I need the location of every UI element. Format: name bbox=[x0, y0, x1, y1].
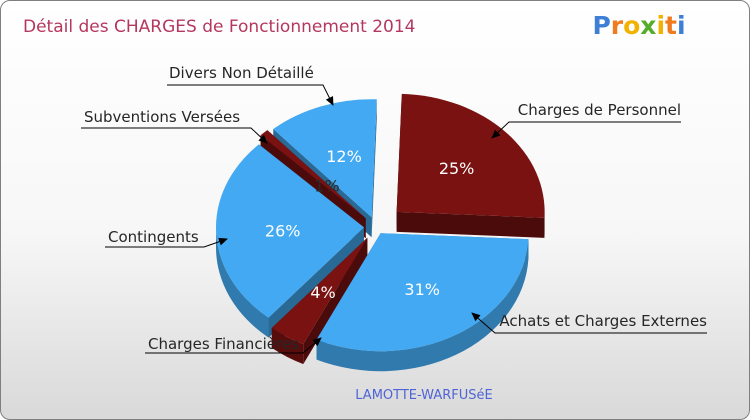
pie-leader-line-charges-de-personnel bbox=[491, 121, 681, 139]
logo-letter-5: i bbox=[656, 11, 665, 40]
pie-leader-line-achats-et-charges-externes bbox=[471, 312, 707, 334]
pie-value-label-charges-financieres: 4% bbox=[310, 283, 335, 302]
chart-title: Détail des CHARGES de Fonctionnement 201… bbox=[23, 17, 415, 37]
pie-slice-edge bbox=[396, 211, 545, 238]
pie-category-label-charges-financieres: Charges Financières bbox=[148, 335, 299, 353]
logo-letter-1: P bbox=[592, 11, 610, 40]
pie-slice-top bbox=[316, 233, 529, 352]
logo-letter-2: r bbox=[611, 11, 624, 40]
pie-category-label-subventions-versees: Subventions Versées bbox=[84, 108, 240, 126]
pie-slice-edge bbox=[371, 99, 377, 238]
pie-slice-side bbox=[271, 327, 304, 365]
pie-slice-achats-et-charges-externes bbox=[316, 233, 529, 372]
pie-slice-side bbox=[216, 227, 269, 338]
pie-category-label-achats-et-charges-externes: Achats et Charges Externes bbox=[499, 312, 707, 330]
pie-leader-line-contingents bbox=[105, 237, 228, 248]
proxiti-logo: Proxiti bbox=[592, 11, 685, 40]
chart-subtitle: LAMOTTE-WARFUSéE bbox=[355, 388, 492, 403]
logo-letter-6: t bbox=[665, 11, 677, 40]
pie-value-label-contingents: 26% bbox=[265, 221, 301, 240]
pie-value-label-achats-et-charges-externes: 31% bbox=[404, 280, 440, 299]
pie-value-label-divers-non-detaille: 12% bbox=[326, 147, 362, 166]
pie-slice-top bbox=[216, 144, 365, 318]
pie-slice-top bbox=[396, 93, 545, 218]
pie-value-label-charges-de-personnel: 25% bbox=[439, 159, 475, 178]
pie-slice-charges-financieres bbox=[271, 237, 368, 365]
pie-leader-line-divers-non-detaille bbox=[167, 84, 334, 106]
pie-slice-charges-de-personnel bbox=[396, 93, 545, 238]
pie-value-label-subventions-versees: 1% bbox=[314, 177, 339, 196]
logo-letter-4: x bbox=[640, 11, 656, 40]
pie-slices bbox=[216, 93, 545, 372]
pie-slice-top bbox=[271, 237, 368, 345]
pie-leader-line-charges-financieres bbox=[145, 337, 322, 354]
pie-slice-top bbox=[260, 130, 366, 219]
pie-category-label-contingents: Contingents bbox=[108, 228, 199, 246]
logo-letter-7: i bbox=[677, 11, 686, 40]
pie-labels: 25% 31% 4% 26% 1% 12% Charges de Personnel Acha… bbox=[81, 64, 707, 354]
pie-category-label-divers-non-detaille: Divers Non Détaillé bbox=[169, 64, 314, 82]
pie-slice-edge bbox=[303, 237, 368, 365]
pie-category-label-charges-de-personnel: Charges de Personnel bbox=[518, 101, 681, 119]
pie-slice-side bbox=[316, 239, 529, 372]
pie-slice-top bbox=[273, 99, 377, 218]
pie-leader-line-subventions-versees bbox=[81, 127, 268, 144]
logo-letter-3: o bbox=[623, 11, 640, 40]
